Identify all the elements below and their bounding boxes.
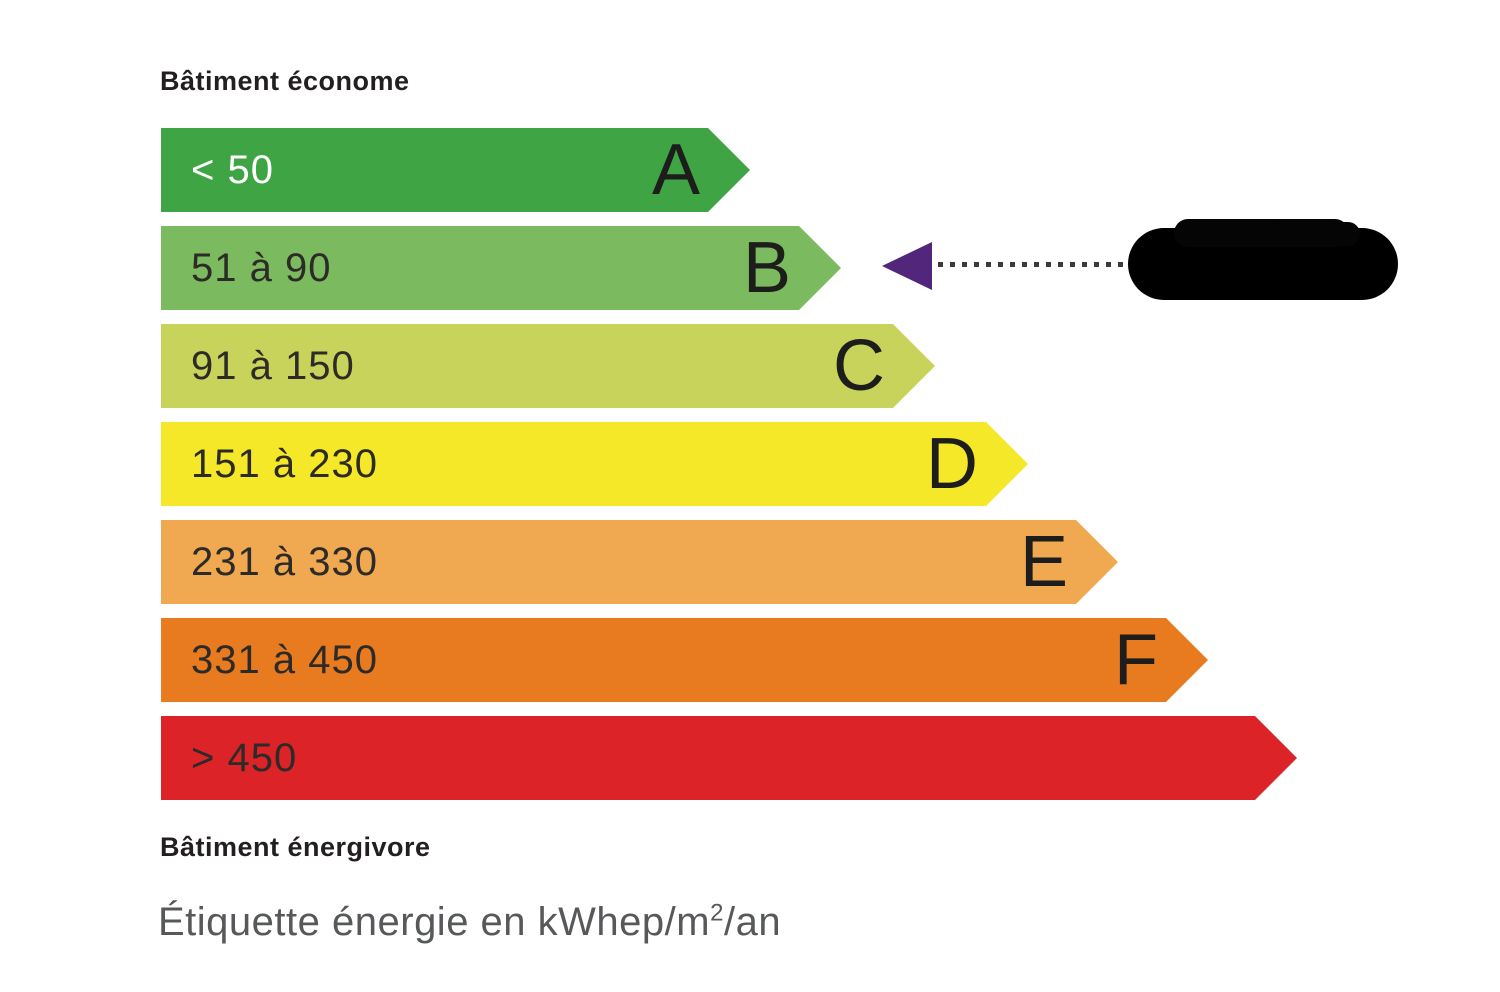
energy-range-g: > 450 bbox=[191, 735, 298, 780]
arrow-left-icon bbox=[882, 242, 932, 290]
energy-class-letter-b: B bbox=[742, 228, 791, 308]
caption-suffix: /an bbox=[723, 900, 782, 944]
energy-label-caption: Étiquette énergie en kWhep/m2/an bbox=[158, 900, 781, 945]
energy-range-f: 331 à 450 bbox=[191, 637, 378, 682]
energy-range-a: < 50 bbox=[191, 147, 274, 192]
energy-range-c: 91 à 150 bbox=[191, 343, 355, 388]
energy-class-letter-f: F bbox=[1114, 620, 1158, 700]
energy-range-e: 231 à 330 bbox=[191, 539, 378, 584]
economical-building-label: Bâtiment économe bbox=[160, 66, 410, 96]
energy-class-letter-e: E bbox=[1019, 522, 1068, 602]
energy-intensive-building-label: Bâtiment énergivore bbox=[160, 832, 431, 862]
dotted-line bbox=[938, 262, 1126, 267]
energy-class-letter-c: C bbox=[833, 326, 885, 406]
energy-bar-e: 231 à 330 E bbox=[161, 520, 1118, 604]
energy-bar-a: < 50 A bbox=[161, 128, 750, 212]
energy-class-letter-d: D bbox=[926, 424, 978, 504]
energy-bar-g: > 450 bbox=[161, 716, 1297, 800]
energy-range-d: 151 à 230 bbox=[191, 441, 378, 486]
caption-prefix: Étiquette énergie en kWhep/m bbox=[158, 900, 711, 944]
energy-bar-c: 91 à 150 C bbox=[161, 324, 935, 408]
energy-bar-f: 331 à 450 F bbox=[161, 618, 1208, 702]
energy-bar-b: 51 à 90 B bbox=[161, 226, 841, 310]
redacted-value bbox=[1128, 219, 1398, 300]
energy-range-b: 51 à 90 bbox=[191, 245, 332, 290]
caption-superscript: 2 bbox=[710, 899, 724, 927]
energy-bar-d: 151 à 230 D bbox=[161, 422, 1028, 506]
energy-scale: < 50 A 51 à 90 B 91 à 150 C 151 à 230 D … bbox=[161, 128, 1297, 800]
energy-class-letter-a: A bbox=[651, 130, 700, 210]
